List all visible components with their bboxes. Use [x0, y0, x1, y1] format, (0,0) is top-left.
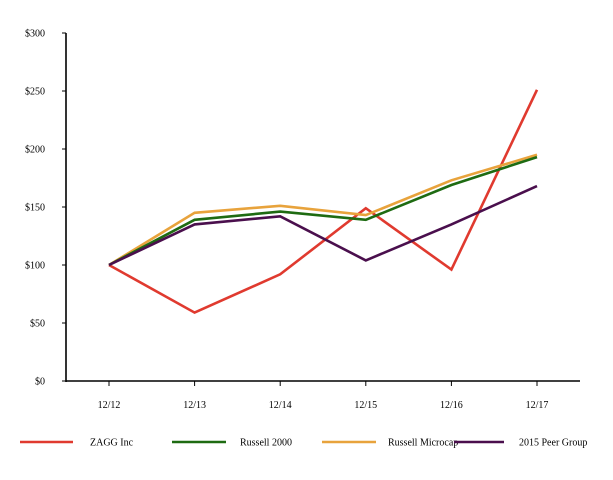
y-tick-label: $50	[30, 319, 45, 330]
y-axis-ticks: $0 $50 $100 $150 $200 $250 $300	[25, 29, 66, 388]
series-line-2015-peer-group	[108, 184, 538, 267]
legend-label: ZAGG Inc	[90, 438, 134, 449]
x-tick-label: 12/17	[526, 400, 549, 411]
x-tick-label: 12/13	[183, 400, 206, 411]
x-tick-label: 12/12	[98, 400, 121, 411]
series-line-russell-microcap	[108, 153, 538, 267]
y-tick-label: $150	[25, 203, 45, 214]
y-tick-label: $200	[25, 145, 45, 156]
legend-label: 2015 Peer Group	[519, 438, 587, 449]
y-tick-label: $100	[25, 261, 45, 272]
x-axis-ticks: 12/12 12/13 12/14 12/15 12/16 12/17	[98, 381, 549, 411]
x-tick-label: 12/16	[440, 400, 463, 411]
x-tick-label: 12/15	[354, 400, 377, 411]
series-lines	[108, 89, 539, 315]
legend-label: Russell 2000	[240, 438, 292, 449]
x-tick-label: 12/14	[269, 400, 292, 411]
y-tick-label: $250	[25, 87, 45, 98]
series-line-russell-2000	[108, 155, 538, 267]
legend: ZAGG Inc Russell 2000 Russell Microcap 2015…	[20, 438, 587, 449]
y-tick-label: $300	[25, 29, 45, 40]
legend-label: Russell Microcap	[388, 438, 458, 449]
series-line-zagg-inc	[108, 89, 539, 315]
y-tick-label: $0	[35, 377, 45, 388]
chart-axes	[65, 33, 580, 382]
